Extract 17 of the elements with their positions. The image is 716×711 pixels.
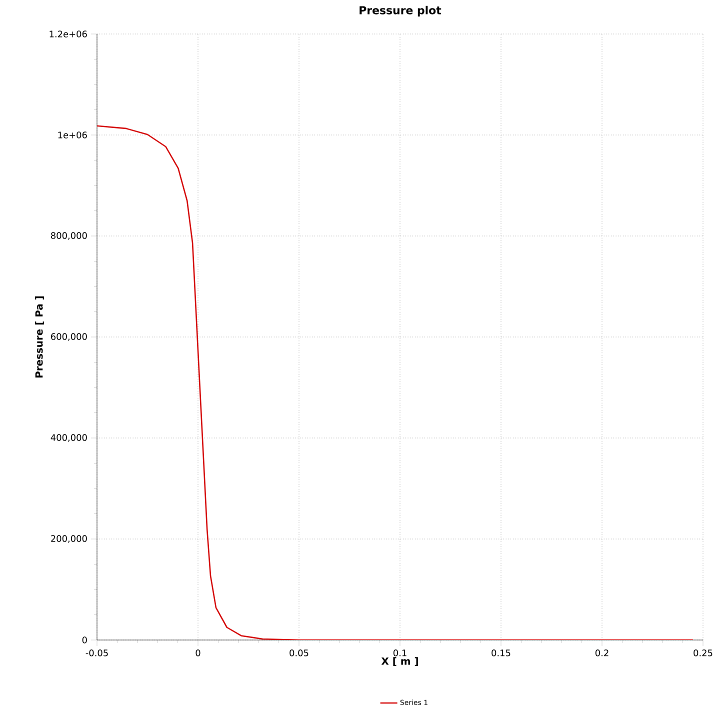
y-tick-label: 1e+06 bbox=[58, 132, 87, 138]
y-tick-label: 800,000 bbox=[51, 232, 87, 240]
y-tick-label: 1.2e+06 bbox=[50, 30, 87, 38]
x-tick-label: 0.15 bbox=[492, 650, 510, 656]
x-tick-label: 0 bbox=[196, 650, 200, 656]
y-tick-label: 0 bbox=[82, 636, 87, 644]
x-axis-title: X [ m ] bbox=[381, 657, 418, 666]
x-tick-label: 0.05 bbox=[290, 650, 308, 656]
x-tick-label: -0.05 bbox=[86, 650, 108, 656]
y-tick-label: 400,000 bbox=[50, 434, 87, 442]
y-tick-label: 600,000 bbox=[51, 333, 87, 341]
x-tick-label: 0.1 bbox=[393, 650, 406, 656]
x-tick-label: 0.2 bbox=[595, 650, 608, 656]
y-axis-title: Pressure [ Pa ] bbox=[35, 296, 44, 378]
x-tick-label: 0.25 bbox=[694, 650, 712, 656]
chart-title: Pressure plot bbox=[360, 6, 442, 16]
y-tick-label: 200,000 bbox=[51, 535, 87, 543]
